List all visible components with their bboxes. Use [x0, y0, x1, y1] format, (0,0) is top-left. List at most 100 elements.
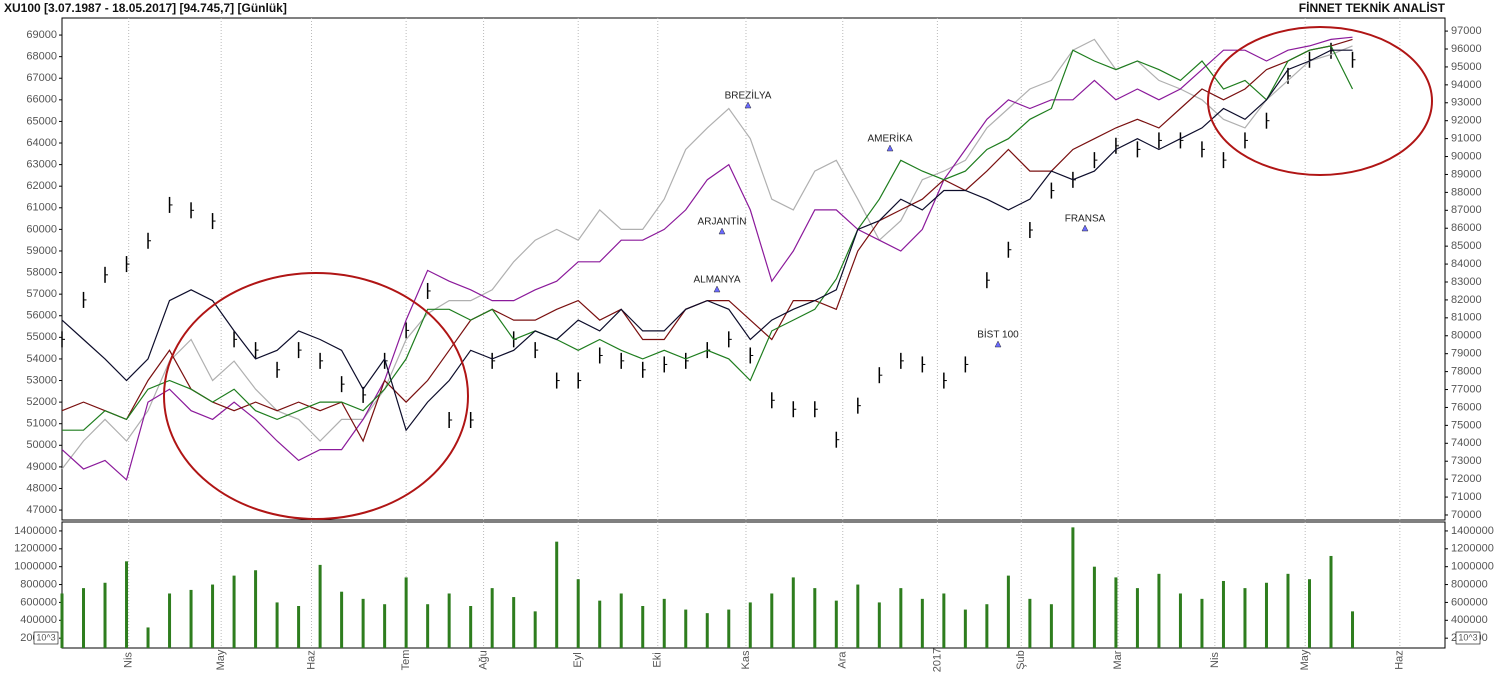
y2-tick-label: 1200000: [1451, 543, 1494, 555]
y2-tick-label: 89000: [1451, 168, 1482, 180]
y2-tick-label: 1000000: [1451, 561, 1494, 573]
volume-bar: [1221, 580, 1225, 648]
price-bar: [1244, 132, 1248, 149]
y2-tick-label: 77000: [1451, 383, 1482, 395]
volume-bar: [877, 602, 881, 648]
price-bar: [555, 372, 560, 389]
price-bar: [168, 196, 173, 213]
y-tick-label: 56000: [26, 310, 57, 322]
price-bar: [921, 356, 926, 373]
series-label: FRANSA: [1065, 214, 1106, 225]
header-title: XU100 [3.07.1987 - 18.05.2017] [94.745,7…: [4, 1, 287, 15]
price-bar: [964, 356, 969, 373]
volume-bar: [920, 598, 924, 648]
volume-bar: [1329, 555, 1333, 648]
volume-bar: [834, 600, 838, 648]
price-bar: [469, 411, 474, 428]
volume-bar: [942, 593, 946, 648]
volume-bar: [1157, 573, 1161, 648]
volume-bar: [856, 584, 860, 648]
series-label: ARJANTİN: [698, 215, 747, 228]
volume-bar: [1049, 604, 1053, 648]
unit-box: [1455, 631, 1481, 645]
y-tick-label: 65000: [26, 115, 57, 127]
x-tick-label: May: [1299, 649, 1311, 670]
y2-tick-label: 80000: [1451, 330, 1482, 342]
price-bar: [190, 202, 195, 219]
volume-bar: [1264, 582, 1268, 648]
price-bar: [104, 266, 109, 283]
volume-bar: [512, 597, 516, 648]
price-bar: [211, 213, 216, 230]
series-label: BİST 100: [977, 328, 1019, 341]
x-tick-label: Kas: [740, 650, 752, 669]
y2-tick-label: 70000: [1451, 509, 1482, 521]
x-tick-label: Ara: [837, 651, 849, 669]
y-tick-label: 400000: [20, 614, 57, 626]
y2-tick-label: 74000: [1451, 437, 1482, 449]
y-tick-label: 48000: [26, 482, 57, 494]
price-bar: [878, 367, 883, 384]
price-bar: [1158, 132, 1162, 149]
y2-tick-label: 400000: [1451, 614, 1488, 626]
y-tick-label: 61000: [26, 202, 57, 214]
volume-bar: [1135, 588, 1139, 648]
price-bar: [857, 397, 861, 414]
volume-bar: [705, 613, 709, 648]
volume-bar: [189, 589, 193, 648]
volume-bar: [813, 588, 817, 648]
price-bar: [814, 401, 818, 418]
price-bar: [340, 376, 345, 393]
price-bar: [771, 392, 775, 409]
y2-tick-label: 71000: [1451, 491, 1482, 503]
y2-tick-label: 800000: [1451, 578, 1488, 590]
volume-bar: [1178, 593, 1182, 648]
y-tick-label: 69000: [26, 29, 57, 41]
y-tick-label: 60000: [26, 223, 57, 235]
price-bar: [598, 347, 603, 364]
series-marker: [718, 227, 726, 235]
volume-bar: [426, 604, 430, 648]
y2-tick-label: 86000: [1451, 222, 1482, 234]
y-tick-label: 1000000: [14, 561, 57, 573]
volume-bar: [533, 611, 537, 648]
price-bar: [319, 352, 324, 369]
volume-bar: [404, 577, 408, 648]
volume-bar: [791, 577, 795, 648]
y2-tick-label: 85000: [1451, 240, 1482, 252]
volume-bar: [340, 591, 344, 648]
price-bar: [297, 342, 302, 359]
y-tick-label: 51000: [26, 418, 57, 430]
volume-bar: [361, 598, 365, 648]
y-tick-label: 49000: [26, 461, 57, 473]
price-bar: [1179, 132, 1184, 149]
series-marker: [713, 285, 721, 293]
volume-bar: [1071, 527, 1075, 648]
volume-bar: [641, 606, 645, 648]
volume-bar: [770, 593, 774, 648]
price-bar: [82, 291, 87, 308]
y2-tick-label: 84000: [1451, 258, 1482, 270]
price-bar: [1093, 152, 1098, 169]
volume-bar: [275, 602, 279, 648]
x-tick-label: Nis: [1209, 652, 1221, 668]
series-marker: [1081, 224, 1089, 232]
price-bar: [1007, 241, 1012, 258]
volume-bar: [1351, 611, 1355, 648]
y2-tick-label: 92000: [1451, 115, 1482, 127]
x-tick-label: Eyl: [572, 652, 584, 667]
volume-bar: [254, 570, 258, 648]
y2-tick-label: 72000: [1451, 473, 1482, 485]
volume-bar: [1243, 588, 1247, 648]
y-tick-label: 64000: [26, 137, 57, 149]
y-tick-label: 47000: [26, 504, 57, 516]
y-tick-label: 53000: [26, 374, 57, 386]
price-bar: [792, 401, 797, 418]
price-bar: [405, 322, 410, 339]
price-bar: [900, 352, 904, 369]
price-bar: [1050, 182, 1055, 199]
highlight-ellipse: [163, 272, 469, 520]
volume-bar: [555, 541, 559, 648]
y2-tick-label: 94000: [1451, 79, 1482, 91]
price-bar: [61, 331, 65, 348]
